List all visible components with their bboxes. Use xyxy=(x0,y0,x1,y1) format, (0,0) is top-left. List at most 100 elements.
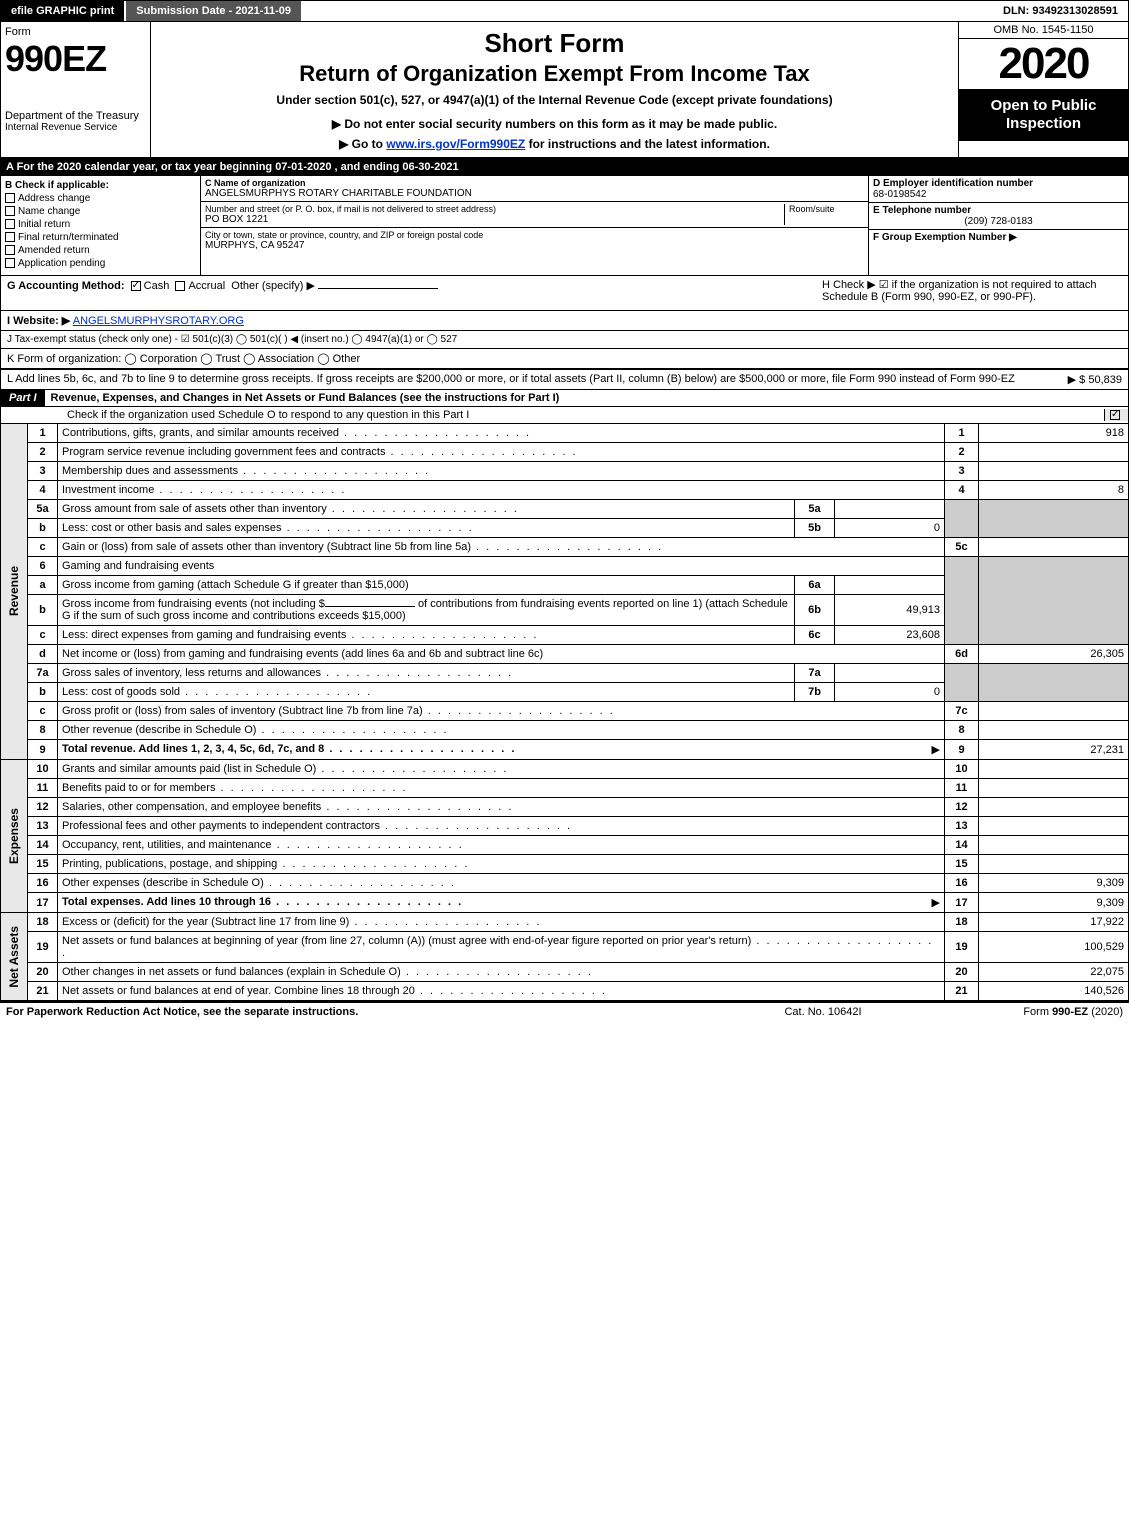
l10-num: 10 xyxy=(28,760,58,779)
l7a-sb: 7a xyxy=(795,664,835,683)
l11-amt xyxy=(979,779,1129,798)
line-g-h: G Accounting Method: Cash Accrual Other … xyxy=(0,276,1129,311)
l4-num: 4 xyxy=(28,481,58,500)
org-name-label: C Name of organization xyxy=(205,178,864,188)
l6c-sb: 6c xyxy=(795,626,835,645)
l6b-sv: 49,913 xyxy=(835,595,945,626)
l7b-sb: 7b xyxy=(795,683,835,702)
l4-amt: 8 xyxy=(979,481,1129,500)
l15-desc: Printing, publications, postage, and shi… xyxy=(62,858,469,870)
l13-amt xyxy=(979,817,1129,836)
website-link[interactable]: ANGELSMURPHYSROTARY.ORG xyxy=(73,315,244,327)
org-info-block: B Check if applicable: Address change Na… xyxy=(0,176,1129,276)
l5b-sv: 0 xyxy=(835,519,945,538)
footer-cat: Cat. No. 10642I xyxy=(723,1006,923,1018)
goto-link[interactable]: www.irs.gov/Form990EZ xyxy=(386,137,525,151)
efile-print-button[interactable]: efile GRAPHIC print xyxy=(1,1,126,21)
check-accrual[interactable] xyxy=(175,281,185,291)
l13-ln: 13 xyxy=(945,817,979,836)
l7b-sv: 0 xyxy=(835,683,945,702)
website-label: I Website: ▶ xyxy=(7,315,70,327)
cash-label: Cash xyxy=(144,280,170,292)
group-exemption-label: F Group Exemption Number ▶ xyxy=(873,232,1017,243)
l1-amt: 918 xyxy=(979,424,1129,443)
l17-arrow: ▶ xyxy=(932,896,940,909)
l18-desc: Excess or (deficit) for the year (Subtra… xyxy=(62,916,541,928)
part-1-header: Part I Revenue, Expenses, and Changes in… xyxy=(0,390,1129,407)
street-label: Number and street (or P. O. box, if mail… xyxy=(205,204,784,214)
netassets-side-label: Net Assets xyxy=(5,922,23,992)
line-l-amount: ▶ $ 50,839 xyxy=(1058,373,1122,386)
check-address-change[interactable]: Address change xyxy=(5,193,196,204)
l20-amt: 22,075 xyxy=(979,963,1129,982)
line-i: I Website: ▶ ANGELSMURPHYSROTARY.ORG xyxy=(0,311,1129,331)
l5a-desc: Gross amount from sale of assets other t… xyxy=(62,503,519,515)
check-cash[interactable] xyxy=(131,281,141,291)
l3-num: 3 xyxy=(28,462,58,481)
accrual-label: Accrual xyxy=(188,280,225,292)
l7b-num: b xyxy=(28,683,58,702)
l2-desc: Program service revenue including govern… xyxy=(62,446,578,458)
l6d-num: d xyxy=(28,645,58,664)
l6a-sb: 6a xyxy=(795,576,835,595)
street-value: PO BOX 1221 xyxy=(205,214,784,225)
l2-ln: 2 xyxy=(945,443,979,462)
line-l: L Add lines 5b, 6c, and 7b to line 9 to … xyxy=(0,370,1129,390)
part-1-title: Revenue, Expenses, and Changes in Net As… xyxy=(45,390,1128,406)
part-1-badge: Part I xyxy=(1,390,45,406)
l6c-num: c xyxy=(28,626,58,645)
org-name: ANGELSMURPHYS ROTARY CHARITABLE FOUNDATI… xyxy=(205,188,864,199)
l5b-sb: 5b xyxy=(795,519,835,538)
l19-num: 19 xyxy=(28,932,58,963)
l9-desc: Total revenue. Add lines 1, 2, 3, 4, 5c,… xyxy=(62,743,516,755)
l17-ln: 17 xyxy=(945,893,979,913)
ein-value: 68-0198542 xyxy=(873,189,926,200)
l6-desc: Gaming and fundraising events xyxy=(58,557,945,576)
l10-ln: 10 xyxy=(945,760,979,779)
l7b-desc: Less: cost of goods sold xyxy=(62,686,372,698)
check-initial-return[interactable]: Initial return xyxy=(5,219,196,230)
l5a-num: 5a xyxy=(28,500,58,519)
l14-ln: 14 xyxy=(945,836,979,855)
check-schedule-o[interactable] xyxy=(1110,410,1120,420)
l21-ln: 21 xyxy=(945,982,979,1001)
l5c-num: c xyxy=(28,538,58,557)
l20-desc: Other changes in net assets or fund bala… xyxy=(62,966,593,978)
l7a-desc: Gross sales of inventory, less returns a… xyxy=(62,667,513,679)
l1-ln: 1 xyxy=(945,424,979,443)
l18-num: 18 xyxy=(28,913,58,932)
submission-date-button[interactable]: Submission Date - 2021-11-09 xyxy=(126,1,301,21)
l7a-sv xyxy=(835,664,945,683)
l1-desc: Contributions, gifts, grants, and simila… xyxy=(62,427,531,439)
footer-right: Form 990-EZ (2020) xyxy=(923,1006,1123,1018)
l12-amt xyxy=(979,798,1129,817)
check-name-change[interactable]: Name change xyxy=(5,206,196,217)
irs-label: Internal Revenue Service xyxy=(5,122,146,133)
check-application-pending[interactable]: Application pending xyxy=(5,258,196,269)
revenue-side-label: Revenue xyxy=(5,562,23,620)
tax-year: 2020 xyxy=(959,39,1128,89)
l7a-num: 7a xyxy=(28,664,58,683)
top-bar: efile GRAPHIC print Submission Date - 20… xyxy=(0,0,1129,22)
check-amended-return[interactable]: Amended return xyxy=(5,245,196,256)
l6d-amt: 26,305 xyxy=(979,645,1129,664)
section-c: C Name of organization ANGELSMURPHYS ROT… xyxy=(201,176,868,275)
l5b-desc: Less: cost or other basis and sales expe… xyxy=(62,522,474,534)
dln-label: DLN: 93492313028591 xyxy=(993,1,1128,21)
l9-num: 9 xyxy=(28,740,58,760)
l18-amt: 17,922 xyxy=(979,913,1129,932)
l12-desc: Salaries, other compensation, and employ… xyxy=(62,801,513,813)
l6-num: 6 xyxy=(28,557,58,576)
l14-amt xyxy=(979,836,1129,855)
goto-suffix: for instructions and the latest informat… xyxy=(525,137,770,151)
line-j: J Tax-exempt status (check only one) - ☑… xyxy=(0,331,1129,349)
l6c-desc: Less: direct expenses from gaming and fu… xyxy=(62,629,538,641)
ssn-warning: ▶ Do not enter social security numbers o… xyxy=(157,117,952,131)
l21-num: 21 xyxy=(28,982,58,1001)
check-final-return[interactable]: Final return/terminated xyxy=(5,232,196,243)
l14-num: 14 xyxy=(28,836,58,855)
city-value: MURPHYS, CA 95247 xyxy=(205,240,864,251)
l16-amt: 9,309 xyxy=(979,874,1129,893)
l7c-num: c xyxy=(28,702,58,721)
line-h: H Check ▶ ☑ if the organization is not r… xyxy=(822,278,1122,303)
